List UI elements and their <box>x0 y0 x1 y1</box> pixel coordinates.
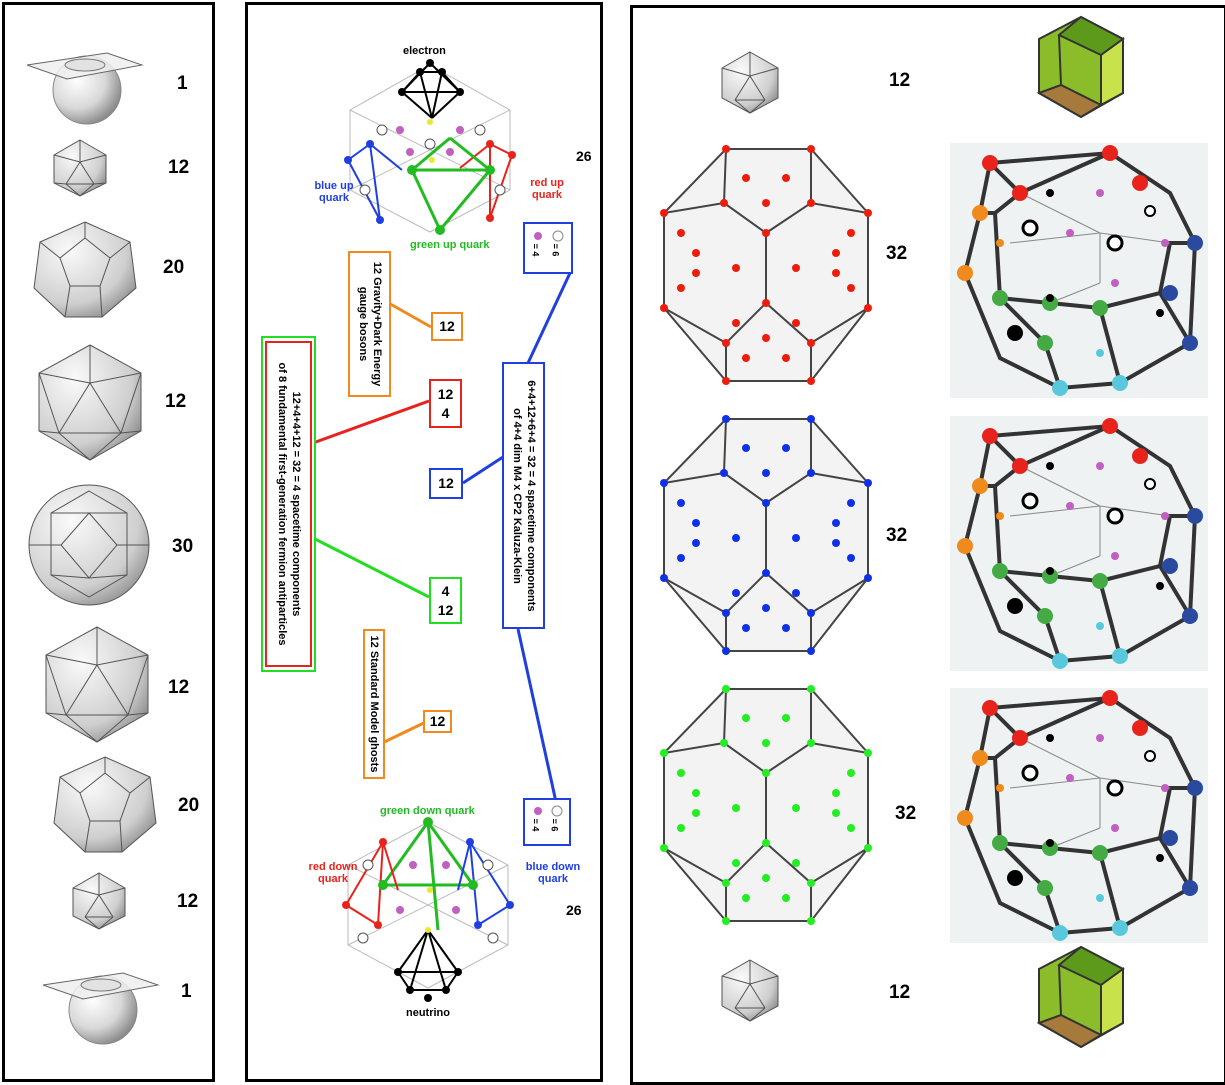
count-8: 12 <box>177 891 199 912</box>
middle-panel: electron blue up quark red up quark gree… <box>245 2 603 1082</box>
kaluza-klein-label: 6+4+12+6+4 = 32 = 4 spacetime components… <box>510 365 538 627</box>
red-count-b: 4 <box>441 404 450 421</box>
icosahedron-small-2 <box>72 872 126 930</box>
count-6: 12 <box>168 677 190 698</box>
connector-lines <box>312 272 572 803</box>
ghosts-box: 12 Standard Model ghosts <box>363 629 385 779</box>
icosahedron-top-right <box>721 51 779 114</box>
dodecahedron-1 <box>33 221 137 318</box>
colored-polytope-2 <box>950 416 1208 671</box>
colored-polytope-3 <box>950 688 1208 943</box>
green-solid-top <box>1036 15 1125 119</box>
kk-label-line1: 6+4+12+6+4 = 32 = 4 spacetime components <box>524 379 537 612</box>
count-4: 12 <box>165 391 187 412</box>
left-panel: 1 12 20 12 30 <box>2 2 215 1082</box>
icosidodecahedron <box>28 484 150 606</box>
count-9: 1 <box>181 981 192 1002</box>
blue-down-quark-label: blue down quark <box>525 861 581 885</box>
icosahedron-small-1 <box>53 139 107 197</box>
top-particle-graph <box>344 59 516 235</box>
ghosts-label: 12 Standard Model ghosts <box>368 635 380 773</box>
polytope-blue <box>660 415 872 655</box>
blue-up-quark-label: blue up quark <box>314 180 354 204</box>
red-up-quark-label: red up quark <box>530 177 564 201</box>
sphere-tangent-plane-bottom <box>42 972 160 1045</box>
orange-connector-ghosts <box>377 718 431 747</box>
fermion-label-line2: of 8 fundamental first-generation fermio… <box>275 362 288 646</box>
polytope-green <box>660 685 872 925</box>
right-count-2: 32 <box>886 243 908 264</box>
gravity-boson-label: 12 Gravity+Dark Energy gauge bosons <box>356 261 383 387</box>
icosahedron-bottom-right <box>721 959 779 1022</box>
green-count-box: 4 12 <box>429 577 462 624</box>
blue-connector-mid <box>462 455 504 485</box>
electron-label: electron <box>403 45 446 57</box>
count-2: 12 <box>168 157 190 178</box>
legend-eq-6: = 6 <box>550 243 561 257</box>
icosahedron-large-2 <box>45 626 149 743</box>
red-connector <box>312 399 430 445</box>
fermion-inner-red-box: 12+4+4+12 = 32 = 4 spacetime components … <box>265 341 312 667</box>
right-count-3: 32 <box>886 525 908 546</box>
legend-eq-4: = 4 <box>530 243 541 257</box>
count-3: 20 <box>163 257 185 278</box>
polytope-red <box>660 145 872 385</box>
red-count-box: 12 4 <box>429 379 462 428</box>
blue-connector-top <box>526 272 572 364</box>
neutrino-label: neutrino <box>406 1007 450 1019</box>
green-count-a: 4 <box>441 582 450 599</box>
fermion-label: 12+4+4+12 = 32 = 4 spacetime components … <box>275 344 303 664</box>
sphere-tangent-plane-top <box>26 52 144 125</box>
right-count-4: 32 <box>895 803 917 824</box>
kk-label-line2: of 4+4 dim M4 x CP2 Kaluza-Klein <box>510 407 523 584</box>
green-solid-bottom <box>1036 945 1125 1049</box>
legend-bottom-eq-6: = 6 <box>549 818 560 832</box>
gravity-boson-box: 12 Gravity+Dark Energy gauge bosons <box>348 251 391 397</box>
bottom-graph-count: 26 <box>566 902 582 918</box>
gravity-count-box: 12 <box>431 312 463 341</box>
green-up-quark-label: green up quark <box>410 239 490 251</box>
count-5: 30 <box>172 536 194 557</box>
blue-count-box: 12 <box>429 468 463 499</box>
green-down-quark-label: green down quark <box>380 805 475 817</box>
icosahedron-large-1 <box>38 344 142 461</box>
colored-polytope-1 <box>950 143 1208 398</box>
fermion-label-line1: 12+4+4+12 = 32 = 4 spacetime components <box>289 391 302 617</box>
blue-connector-bottom <box>516 628 558 803</box>
count-7: 20 <box>178 795 200 816</box>
right-count-1: 12 <box>889 70 911 91</box>
right-panel: 12 32 <box>630 5 1225 1085</box>
legend-bottom-eq-4: = 4 <box>530 818 541 832</box>
ghosts-count-box: 12 <box>423 710 452 733</box>
green-connector <box>312 536 430 599</box>
bottom-particle-graph <box>342 817 514 1002</box>
top-graph-count: 26 <box>576 148 592 164</box>
red-count-a: 12 <box>437 385 454 402</box>
count-1: 1 <box>177 73 188 94</box>
green-count-b: 12 <box>437 601 454 618</box>
right-count-5: 12 <box>889 982 911 1003</box>
kaluza-klein-box: 6+4+12+6+4 = 32 = 4 spacetime components… <box>502 362 545 629</box>
dodecahedron-2 <box>53 756 157 853</box>
bottom-legend-box: = 4 = 6 <box>523 798 571 846</box>
red-down-quark-label: red down quark <box>308 861 358 885</box>
top-legend-box: = 4 = 6 <box>523 222 573 274</box>
